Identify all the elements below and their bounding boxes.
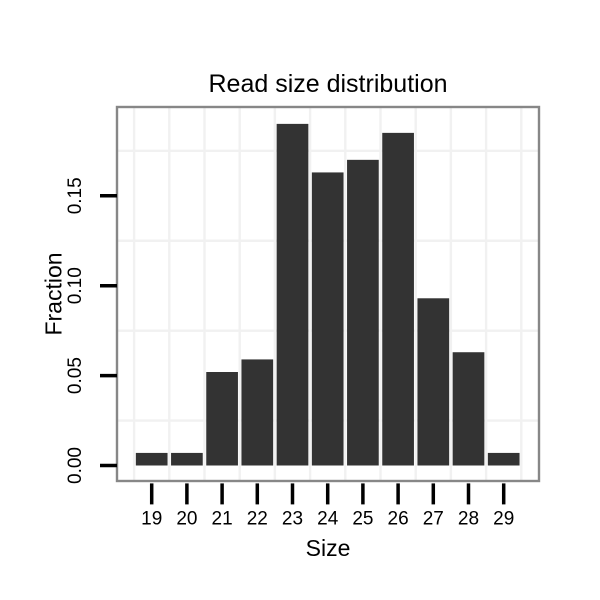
- x-tick-label: 25: [352, 508, 373, 529]
- x-tick-label: 26: [388, 508, 409, 529]
- bar-25: [347, 159, 379, 466]
- x-axis-title: Size: [305, 535, 351, 561]
- panel-border: [115, 105, 541, 483]
- x-tick-label: 21: [212, 508, 233, 529]
- x-tick-label: 23: [282, 508, 303, 529]
- x-tick-label: 24: [317, 508, 339, 529]
- bar-26: [382, 132, 414, 466]
- y-tick-label: 0.00: [65, 447, 86, 484]
- x-tick-label: 22: [247, 508, 268, 529]
- y-tick-label: 0.10: [65, 267, 86, 304]
- y-tick-label: 0.15: [65, 177, 86, 214]
- x-tick-label: 28: [458, 508, 479, 529]
- bar-24: [311, 172, 344, 466]
- bar-22: [241, 359, 274, 466]
- chart-title: Read size distribution: [208, 70, 448, 98]
- bar-20: [171, 452, 203, 466]
- y-tick-label: 0.05: [65, 357, 86, 394]
- bar-19: [135, 452, 168, 466]
- bar-29: [487, 452, 520, 466]
- x-tick-label: 19: [141, 508, 162, 529]
- bar-27: [417, 298, 450, 466]
- bar-28: [452, 352, 485, 466]
- x-tick-label: 20: [176, 508, 197, 529]
- bar-21: [206, 372, 238, 466]
- x-tick-label: 29: [493, 508, 514, 529]
- x-tick-label: 27: [423, 508, 444, 529]
- bar-23: [276, 123, 309, 466]
